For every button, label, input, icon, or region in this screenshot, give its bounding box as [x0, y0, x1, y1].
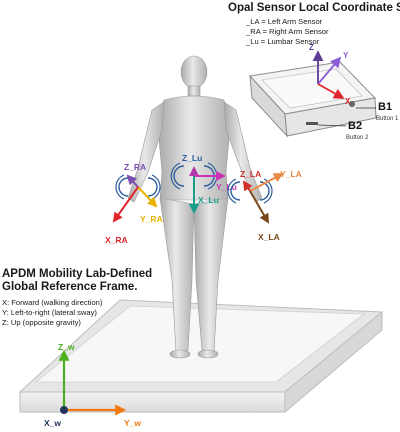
sensor-legend: _LA = Left Arm Sensor _RA = Right Arm Se… — [246, 17, 329, 47]
global-frame-title: APDM Mobility Lab-Defined Global Referen… — [2, 268, 202, 294]
global-frame-legend: X: Forward (walking direction) Y: Left-t… — [2, 298, 102, 328]
global-legend-item: Z: Up (opposite gravity) — [2, 318, 102, 328]
right-arm-signal-icon — [119, 178, 128, 196]
button-2-label: B2 — [348, 120, 362, 132]
sensor-panel-title: Opal Sensor Local Coordinate System — [228, 2, 400, 14]
label-x-lu: X_Lu — [198, 195, 219, 205]
global-legend-item: X: Forward (walking direction) — [2, 298, 102, 308]
label-y-ra: Y_RA — [140, 214, 163, 224]
global-legend-item: Y: Left-to-right (lateral sway) — [2, 308, 102, 318]
sensor-x-label: X — [345, 97, 351, 106]
button-1-caption: Button 1 — [376, 116, 399, 122]
button-2-shape — [306, 122, 318, 125]
label-y-la: Y_LA — [280, 169, 302, 179]
world-x-origin-dot — [60, 406, 68, 414]
label-y-lu: Y_Lu — [216, 182, 237, 192]
global-frame-title-line: Global Reference Frame. — [2, 281, 202, 294]
sensor-legend-item: _Lu = Lumbar Sensor — [246, 37, 329, 47]
sensor-y-label: Y — [343, 51, 349, 60]
button-1-label: B1 — [378, 101, 392, 113]
global-frame-title-line: APDM Mobility Lab-Defined — [2, 268, 202, 281]
label-z-lu: Z_Lu — [182, 153, 202, 163]
label-x-w: X_w — [44, 418, 61, 428]
sensor-legend-item: _RA = Right Arm Sensor — [246, 27, 329, 37]
label-z-la: Z_LA — [240, 169, 261, 179]
button-2-caption: Button 2 — [346, 135, 369, 141]
sensor-legend-item: _LA = Left Arm Sensor — [246, 17, 329, 27]
label-z-ra: Z_RA — [124, 162, 146, 172]
label-z-w: Z_w — [58, 342, 75, 352]
label-x-ra: X_RA — [105, 235, 128, 245]
label-x-la: X_LA — [258, 232, 280, 242]
label-y-w: Y_w — [124, 418, 141, 428]
